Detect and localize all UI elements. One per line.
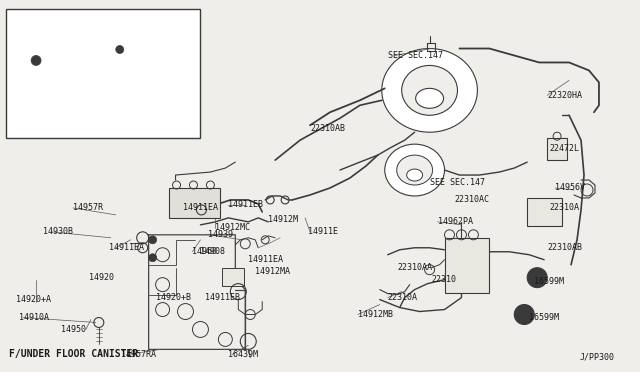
Text: 14911EB: 14911EB bbox=[228, 201, 263, 209]
Text: J/PP300: J/PP300 bbox=[579, 353, 614, 362]
Text: 16599M: 16599M bbox=[529, 313, 559, 322]
Text: 22472L: 22472L bbox=[549, 144, 579, 153]
Circle shape bbox=[515, 305, 534, 324]
Text: 22310A: 22310A bbox=[549, 203, 579, 212]
Text: 16439M: 16439M bbox=[228, 350, 259, 359]
Text: 14908: 14908 bbox=[200, 247, 225, 256]
Text: SEE SEC.147: SEE SEC.147 bbox=[388, 51, 443, 60]
Circle shape bbox=[148, 236, 157, 244]
Text: 14912M: 14912M bbox=[268, 215, 298, 224]
Ellipse shape bbox=[385, 144, 445, 196]
Bar bbox=[527, 198, 562, 226]
Text: 14920+A: 14920+A bbox=[16, 295, 51, 304]
Text: 22310AA: 22310AA bbox=[397, 263, 433, 272]
Text: 14911E: 14911E bbox=[308, 227, 338, 236]
Text: 14957RA: 14957RA bbox=[121, 350, 156, 359]
Text: 22310: 22310 bbox=[431, 275, 456, 284]
Text: 14910A: 14910A bbox=[19, 313, 49, 322]
Ellipse shape bbox=[382, 48, 477, 132]
Text: 16599M: 16599M bbox=[534, 277, 564, 286]
Text: 14920+B: 14920+B bbox=[156, 293, 191, 302]
Circle shape bbox=[148, 254, 157, 262]
Bar bbox=[547, 138, 567, 160]
Bar bbox=[168, 188, 220, 218]
Ellipse shape bbox=[406, 169, 422, 181]
Text: 14912MC: 14912MC bbox=[216, 223, 250, 232]
Text: 14950: 14950 bbox=[61, 325, 86, 334]
Text: 14920: 14920 bbox=[89, 273, 114, 282]
Text: F/UNDER FLOOR CANISTER: F/UNDER FLOOR CANISTER bbox=[9, 349, 138, 359]
Text: 14962PA: 14962PA bbox=[438, 217, 472, 227]
Text: 14939: 14939 bbox=[209, 230, 234, 239]
Bar bbox=[6, 9, 200, 138]
Ellipse shape bbox=[415, 89, 444, 108]
Text: 14911EA: 14911EA bbox=[248, 255, 284, 264]
Ellipse shape bbox=[402, 65, 458, 115]
Text: 14957R: 14957R bbox=[73, 203, 103, 212]
Text: 22320HA: 22320HA bbox=[547, 91, 582, 100]
Text: 14912MA: 14912MA bbox=[255, 267, 291, 276]
Text: 14911EA: 14911EA bbox=[182, 203, 218, 212]
Text: 22310AB: 22310AB bbox=[310, 124, 345, 133]
Text: 14960: 14960 bbox=[193, 247, 218, 256]
Text: 14912MB: 14912MB bbox=[358, 310, 393, 319]
Text: SEE SEC.147: SEE SEC.147 bbox=[429, 177, 484, 186]
Text: 14956V: 14956V bbox=[555, 183, 585, 192]
Ellipse shape bbox=[397, 155, 433, 185]
Bar bbox=[445, 238, 490, 293]
Circle shape bbox=[31, 55, 41, 65]
Text: 22310A: 22310A bbox=[388, 293, 418, 302]
Text: 22310AC: 22310AC bbox=[454, 195, 490, 205]
Bar bbox=[222, 268, 244, 286]
Circle shape bbox=[527, 268, 547, 288]
Text: 14911EB: 14911EB bbox=[205, 293, 241, 302]
Circle shape bbox=[116, 45, 124, 54]
Text: 22310AB: 22310AB bbox=[547, 243, 582, 252]
Text: 14930B: 14930B bbox=[43, 227, 73, 236]
Text: 14911EA: 14911EA bbox=[109, 243, 144, 252]
